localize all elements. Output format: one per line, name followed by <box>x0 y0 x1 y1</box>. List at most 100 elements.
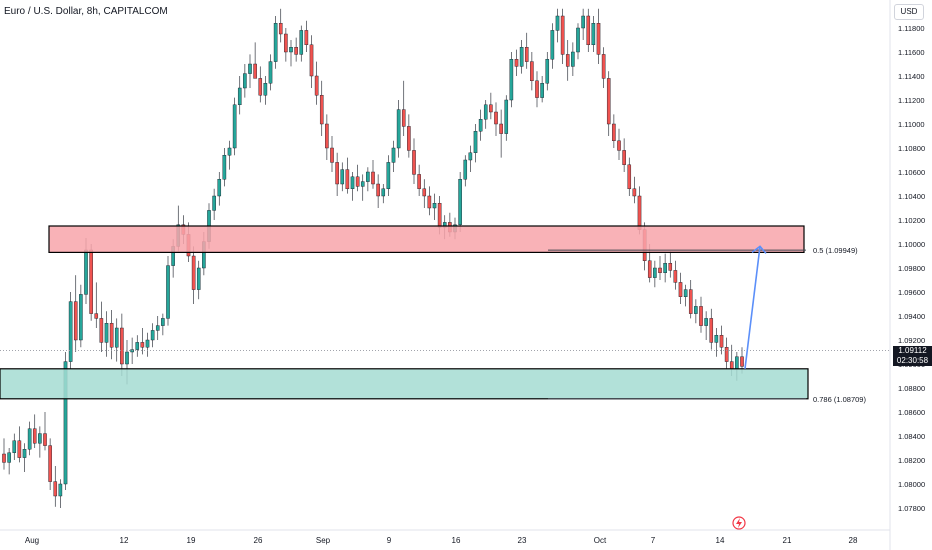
candle-body <box>560 15 565 55</box>
price-tick-label: 1.09400 <box>898 312 925 321</box>
candle <box>258 66 263 103</box>
candle-body <box>258 78 263 96</box>
candle <box>576 23 580 60</box>
candle <box>391 140 396 172</box>
candle <box>227 140 232 170</box>
candle <box>499 109 503 158</box>
candle <box>653 260 657 288</box>
candle <box>381 184 386 204</box>
time-tick-label: 26 <box>254 536 263 545</box>
candle <box>596 8 601 64</box>
candle-body <box>330 147 334 163</box>
candle <box>407 114 411 158</box>
price-axis: 1.11800 1.11600 1.11400 1.11200 1.11000 1.108… <box>889 0 925 550</box>
candle <box>278 8 283 43</box>
candle-body <box>724 347 729 362</box>
candle-body <box>12 440 17 453</box>
candle-body <box>7 452 11 463</box>
candle <box>709 308 714 350</box>
candle-body <box>499 123 503 134</box>
candle <box>7 448 11 475</box>
candle-body <box>504 99 509 134</box>
candle <box>524 32 529 69</box>
candle <box>79 284 83 348</box>
candle-body <box>622 150 626 165</box>
candle-body <box>714 335 719 343</box>
candle <box>366 167 370 192</box>
time-axis: Aug 12 19 26 Sep 9 16 23 Oct 7 14 21 28 <box>0 529 890 545</box>
price-tick-label: 1.09800 <box>898 264 925 273</box>
candle-body <box>719 335 724 348</box>
candle-body <box>319 94 324 125</box>
candle-body <box>217 178 222 197</box>
candle-body <box>161 318 165 326</box>
candle-body <box>273 23 278 62</box>
candle-body <box>253 63 257 79</box>
candle-body <box>145 339 150 348</box>
candle <box>401 80 406 136</box>
candle <box>196 260 201 300</box>
candle <box>58 479 63 508</box>
candle <box>222 148 227 187</box>
time-tick-label: 14 <box>716 536 725 545</box>
candle-body <box>658 267 662 274</box>
candle <box>299 25 304 62</box>
time-tick-label: 23 <box>518 536 527 545</box>
candle-body <box>401 109 406 127</box>
candle <box>27 421 32 456</box>
candle-body <box>263 82 268 96</box>
candle-body <box>432 202 437 209</box>
candle-body <box>43 433 47 446</box>
candle <box>48 438 52 490</box>
currency-button[interactable]: USD <box>894 4 924 20</box>
candle-body <box>2 453 6 463</box>
time-tick-label: 21 <box>783 536 792 545</box>
price-tick-label: 1.08600 <box>898 408 925 417</box>
candle <box>135 335 140 357</box>
price-tick-label: 1.10400 <box>898 192 925 201</box>
price-tick-label: 1.11600 <box>898 48 925 57</box>
candle-body <box>540 82 544 98</box>
candle <box>504 95 509 141</box>
candle <box>166 256 170 326</box>
candle-body <box>314 75 319 96</box>
candle-body <box>458 178 462 225</box>
candle-body <box>678 282 683 297</box>
price-tick-label: 1.08800 <box>898 384 925 393</box>
candle-body <box>99 318 104 343</box>
candle <box>89 244 93 321</box>
chart-title: Euro / U.S. Dollar, 8h, CAPITALCOM <box>4 6 168 17</box>
time-tick-label: 7 <box>651 536 656 545</box>
time-tick-label: 12 <box>120 536 129 545</box>
last-price-value: 1.09112 <box>898 345 927 355</box>
candle <box>550 23 555 69</box>
candle <box>237 76 242 115</box>
candle-body <box>89 249 93 314</box>
candle <box>273 16 278 69</box>
candle <box>617 128 621 160</box>
price-tick-label: 1.11400 <box>898 72 925 81</box>
candle <box>43 412 47 451</box>
candle <box>494 102 498 136</box>
candle <box>468 145 473 172</box>
candle-body <box>355 176 360 187</box>
candle-body <box>463 159 468 180</box>
zone-resistance <box>48 225 805 253</box>
candle-body <box>79 294 83 341</box>
candle-body <box>535 80 539 98</box>
candle-body <box>371 171 375 185</box>
candle <box>155 316 160 340</box>
candle-body <box>135 342 140 350</box>
candle-body <box>632 188 637 197</box>
candle-body <box>606 78 611 125</box>
candle <box>68 292 73 369</box>
candle-body <box>309 44 314 77</box>
time-tick-label: Oct <box>594 536 607 545</box>
candle-body <box>478 118 483 132</box>
candle-body <box>530 61 534 81</box>
candle-body <box>699 306 703 326</box>
candle-body <box>653 267 657 278</box>
candle <box>591 16 596 52</box>
price-tick-label: 1.09600 <box>898 288 925 297</box>
